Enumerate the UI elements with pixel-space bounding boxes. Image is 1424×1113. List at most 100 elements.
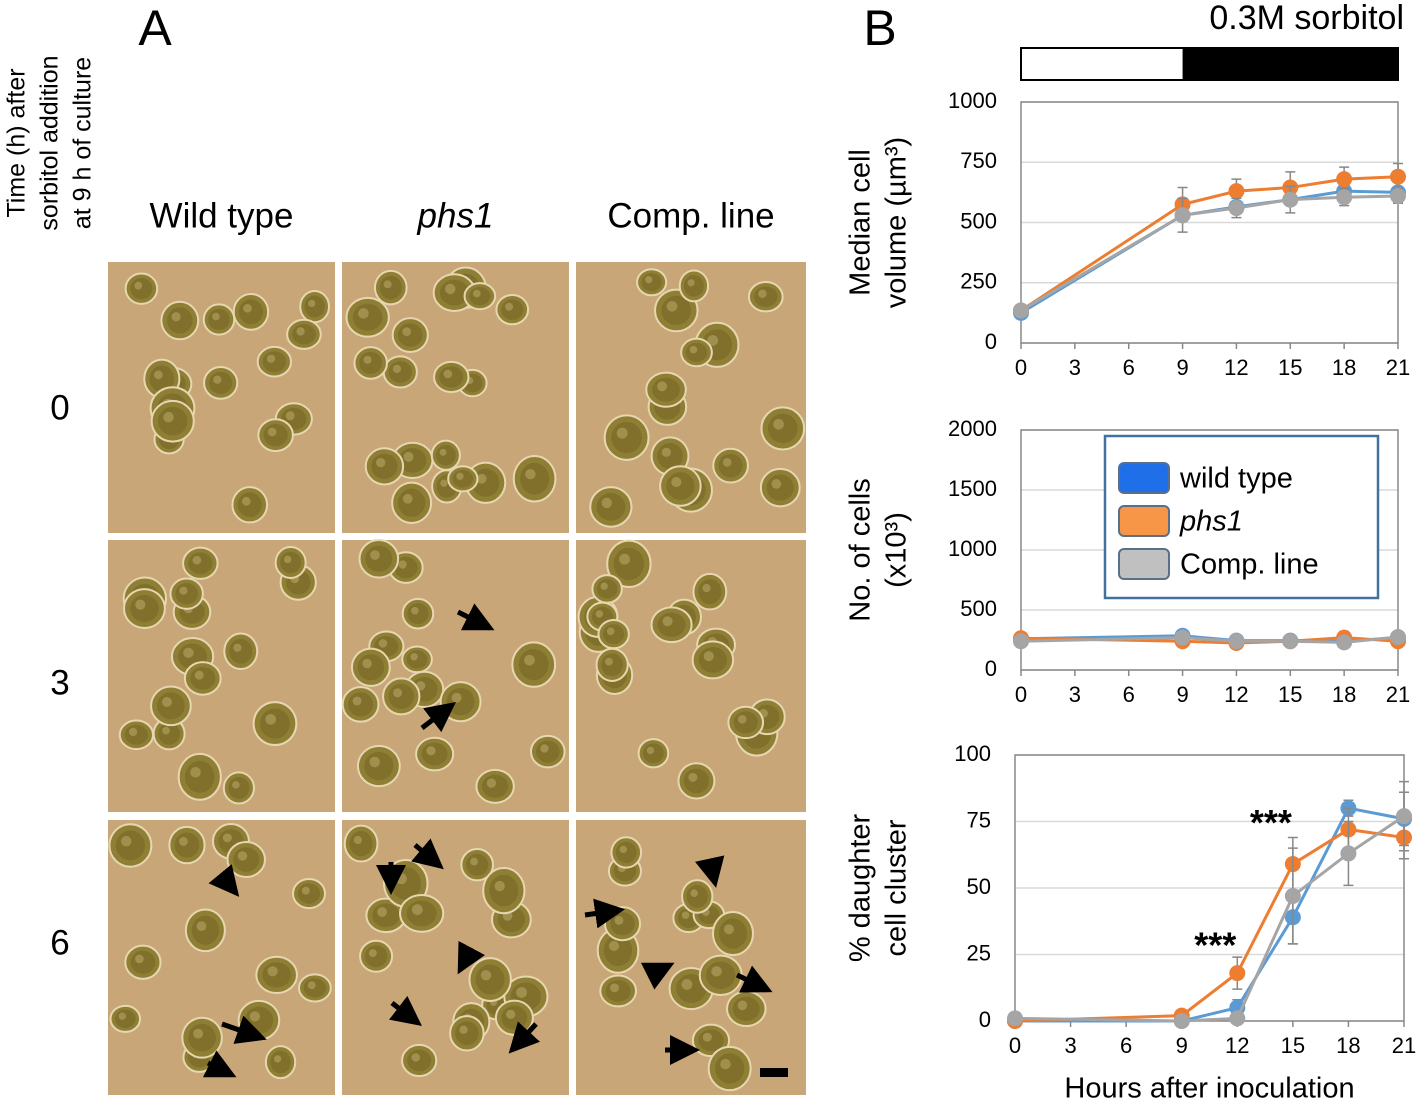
cell-spot xyxy=(358,308,369,319)
x-tick-label: 3 xyxy=(1069,682,1081,707)
arrow xyxy=(508,1021,540,1054)
cell-inner xyxy=(130,950,156,974)
y-title: at 9 h of culture xyxy=(69,57,97,229)
cell-spot xyxy=(411,1053,421,1062)
cell-spot xyxy=(505,302,514,311)
arrow xyxy=(457,940,485,975)
cell-inner xyxy=(501,299,524,320)
cell-spot xyxy=(657,381,668,392)
cell-inner xyxy=(753,286,778,307)
cell-inner xyxy=(188,1023,216,1052)
cell-inner xyxy=(397,323,423,347)
y-tick-label: 0 xyxy=(979,1007,991,1032)
legend-label: phs1 xyxy=(1179,506,1243,538)
cell-spot xyxy=(369,756,380,768)
cell-spot xyxy=(525,468,536,480)
cell-inner xyxy=(233,847,260,872)
cell-spot xyxy=(162,726,170,735)
arrow xyxy=(221,1015,267,1044)
cell-inner xyxy=(732,996,760,1021)
cell-inner xyxy=(157,692,185,720)
x-tick-label: 18 xyxy=(1332,355,1356,380)
cell-spot xyxy=(614,916,624,925)
scale-bar xyxy=(760,1068,788,1077)
y-tick-label: 500 xyxy=(960,208,997,233)
cell-spot xyxy=(363,355,372,364)
cell-spot xyxy=(118,1012,127,1020)
annotation: *** xyxy=(1250,802,1292,843)
y-axis-label: volume (µm³) xyxy=(881,137,913,308)
cell-inner xyxy=(262,351,287,373)
cell-spot xyxy=(135,954,144,964)
cell-inner xyxy=(615,841,637,864)
x-tick-label: 12 xyxy=(1225,1033,1249,1058)
cell-spot xyxy=(411,606,419,615)
cell-spot xyxy=(377,907,388,917)
cell-inner xyxy=(372,903,400,928)
arrow xyxy=(695,855,725,888)
cell-inner xyxy=(292,324,316,345)
cell-spot xyxy=(440,479,448,487)
cell-spot xyxy=(681,911,690,920)
cell-inner xyxy=(683,275,704,297)
cell-spot xyxy=(393,688,403,698)
cell-inner xyxy=(357,654,385,681)
cell-spot xyxy=(646,746,655,755)
y-tick-label: 750 xyxy=(960,148,997,173)
cell-inner xyxy=(652,377,680,402)
legend-label: Comp. line xyxy=(1180,549,1319,581)
cell-spot xyxy=(443,369,453,379)
y-tick-label: 75 xyxy=(967,807,991,832)
data-point xyxy=(1336,634,1353,651)
cell-inner xyxy=(208,308,230,331)
y-tick-label: 250 xyxy=(960,269,997,294)
cell-inner xyxy=(733,711,758,734)
x-tick-label: 3 xyxy=(1064,1033,1076,1058)
cell-inner xyxy=(641,273,662,292)
y-axis-label: % daughter xyxy=(845,813,877,962)
cell-spot xyxy=(690,889,698,897)
cell-inner xyxy=(352,303,383,331)
cell-spot xyxy=(661,447,671,457)
series-line xyxy=(1014,827,1405,1023)
data-point xyxy=(1282,191,1299,208)
data-point xyxy=(1228,183,1245,200)
x-tick-label: 12 xyxy=(1224,682,1248,707)
x-tick-label: 18 xyxy=(1336,1033,1360,1058)
cell-inner xyxy=(228,777,250,799)
arrow xyxy=(411,838,444,870)
cell-inner xyxy=(435,445,456,466)
cell-inner xyxy=(365,545,393,572)
cell-inner xyxy=(613,547,645,581)
y-title: sorbitol addition xyxy=(36,55,64,230)
plot-frame xyxy=(1020,101,1399,344)
treatment-label: 0.3M sorbitol xyxy=(1209,0,1404,37)
cell-spot xyxy=(480,970,492,981)
cell-inner xyxy=(519,462,550,495)
treatment-bar-fill xyxy=(1182,48,1398,80)
cell-inner xyxy=(157,406,188,436)
arrow xyxy=(640,962,675,990)
cell-inner xyxy=(114,1009,136,1028)
cell-inner xyxy=(371,453,398,480)
cell-spot xyxy=(243,304,252,313)
y-tick-label: 2000 xyxy=(948,416,997,441)
data-point xyxy=(1228,200,1245,217)
cell-inner xyxy=(263,424,288,447)
y-title: Time (h) after xyxy=(3,68,31,217)
cell-spot xyxy=(723,924,734,935)
cell-inner xyxy=(683,768,710,794)
cell-inner xyxy=(501,1005,528,1030)
data-point xyxy=(1336,189,1353,206)
cell-inner xyxy=(190,666,216,690)
cell-spot xyxy=(237,851,248,861)
x-tick-label: 0 xyxy=(1009,1033,1021,1058)
cell-spot xyxy=(265,713,277,725)
x-tick-label: 21 xyxy=(1386,682,1410,707)
cell-spot xyxy=(301,886,310,895)
panel-letter: A xyxy=(138,0,172,56)
row-label: 0 xyxy=(50,388,69,427)
cell-inner xyxy=(643,743,664,764)
cell-spot xyxy=(595,610,604,618)
x-tick-label: 3 xyxy=(1069,355,1081,380)
